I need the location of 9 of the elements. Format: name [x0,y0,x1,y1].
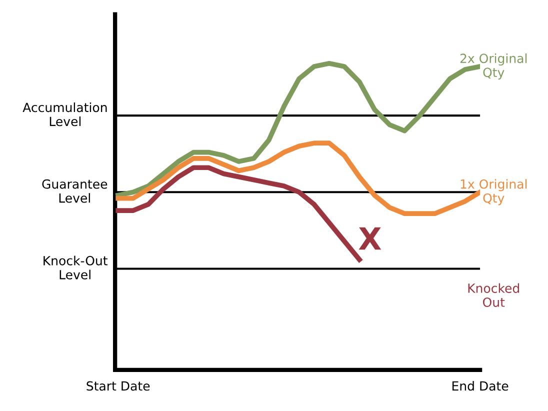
series-label: 2x Original Qty [460,53,527,80]
annotation: X [358,227,382,250]
text: Knocked Out [468,283,520,307]
series-label: 1x Original Qty [460,179,527,206]
ref-line-label: Knock-Out Level [44,256,108,280]
x-tick-label: Start Date [86,381,150,391]
ref-line-label: Accumulation Level [22,102,107,126]
x-tick-label: End Date [452,381,508,391]
ref-line-label: Guarantee Level [42,179,108,203]
